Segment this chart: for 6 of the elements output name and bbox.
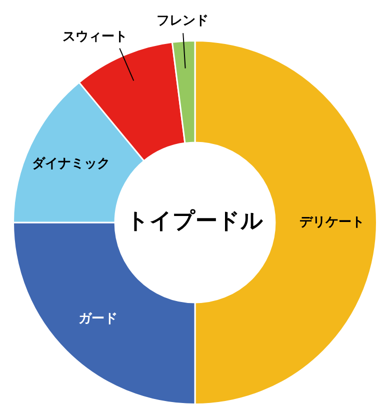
slice-label: ダイナミック xyxy=(32,156,110,172)
text: トイプードル xyxy=(126,209,264,234)
slice-label: デリケート xyxy=(299,214,364,230)
slice-label: フレンド xyxy=(156,14,208,29)
slice-label: スウィート xyxy=(62,30,128,45)
slice-label: ガード xyxy=(78,312,118,327)
